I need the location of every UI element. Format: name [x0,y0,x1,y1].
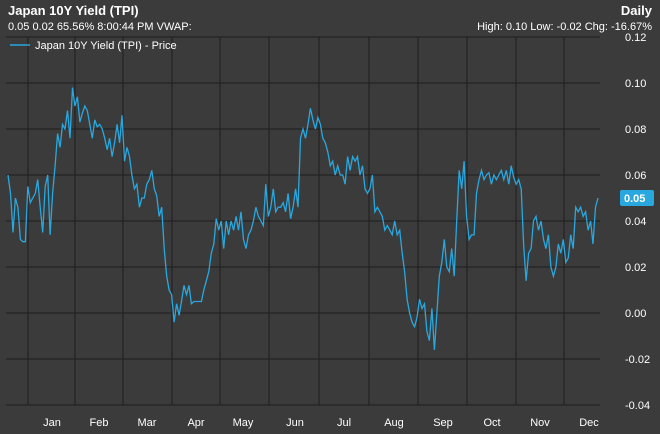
last-price-badge: 0.05 [620,190,654,206]
price-series-line [7,87,599,350]
y-axis: 0.12 0.10 0.08 0.06 0.04 0.02 0.00 -0.02 -0.04 [625,32,650,412]
y-tick-label: 0.00 [625,308,646,320]
y-tick-label: 0.08 [625,124,646,136]
quote-line: 0.05 0.02 65.56% 8:00:44 PM VWAP: [8,21,192,33]
x-tick-label: Jul [337,417,351,429]
x-tick-label: Sep [433,417,453,429]
y-tick-label: 0.06 [625,170,646,182]
x-tick-label: Apr [187,417,204,429]
y-tick-label: 0.04 [625,216,646,228]
x-tick-label: Mar [138,417,157,429]
x-tick-label: Nov [530,417,550,429]
y-tick-label: 0.02 [625,262,646,274]
x-tick-label: Oct [483,417,500,429]
y-tick-label: -0.04 [625,400,650,412]
legend: Japan 10Y Yield (TPI) - Price [10,40,177,52]
grid-lines [6,36,600,406]
y-tick-label: -0.02 [625,354,650,366]
x-tick-label: Feb [90,417,109,429]
x-tick-label: Dec [579,417,599,429]
frequency-label[interactable]: Daily [620,3,652,18]
x-axis: Jan Feb Mar Apr May Jun Jul Aug Sep Oct Nov Dec [43,417,599,429]
chart-title: Japan 10Y Yield (TPI) [8,3,139,18]
x-tick-label: May [233,417,254,429]
x-tick-label: Jan [43,417,61,429]
y-tick-label: 0.12 [625,32,646,44]
last-price-badge-box [620,190,654,206]
y-tick-label: 0.10 [625,78,646,90]
x-tick-label: Aug [384,417,404,429]
legend-label: Japan 10Y Yield (TPI) - Price [35,40,177,52]
x-tick-label: Jun [286,417,304,429]
stats-line: High: 0.10 Low: -0.02 Chg: -16.67% [477,21,652,33]
last-price-badge-label: 0.05 [624,193,645,205]
